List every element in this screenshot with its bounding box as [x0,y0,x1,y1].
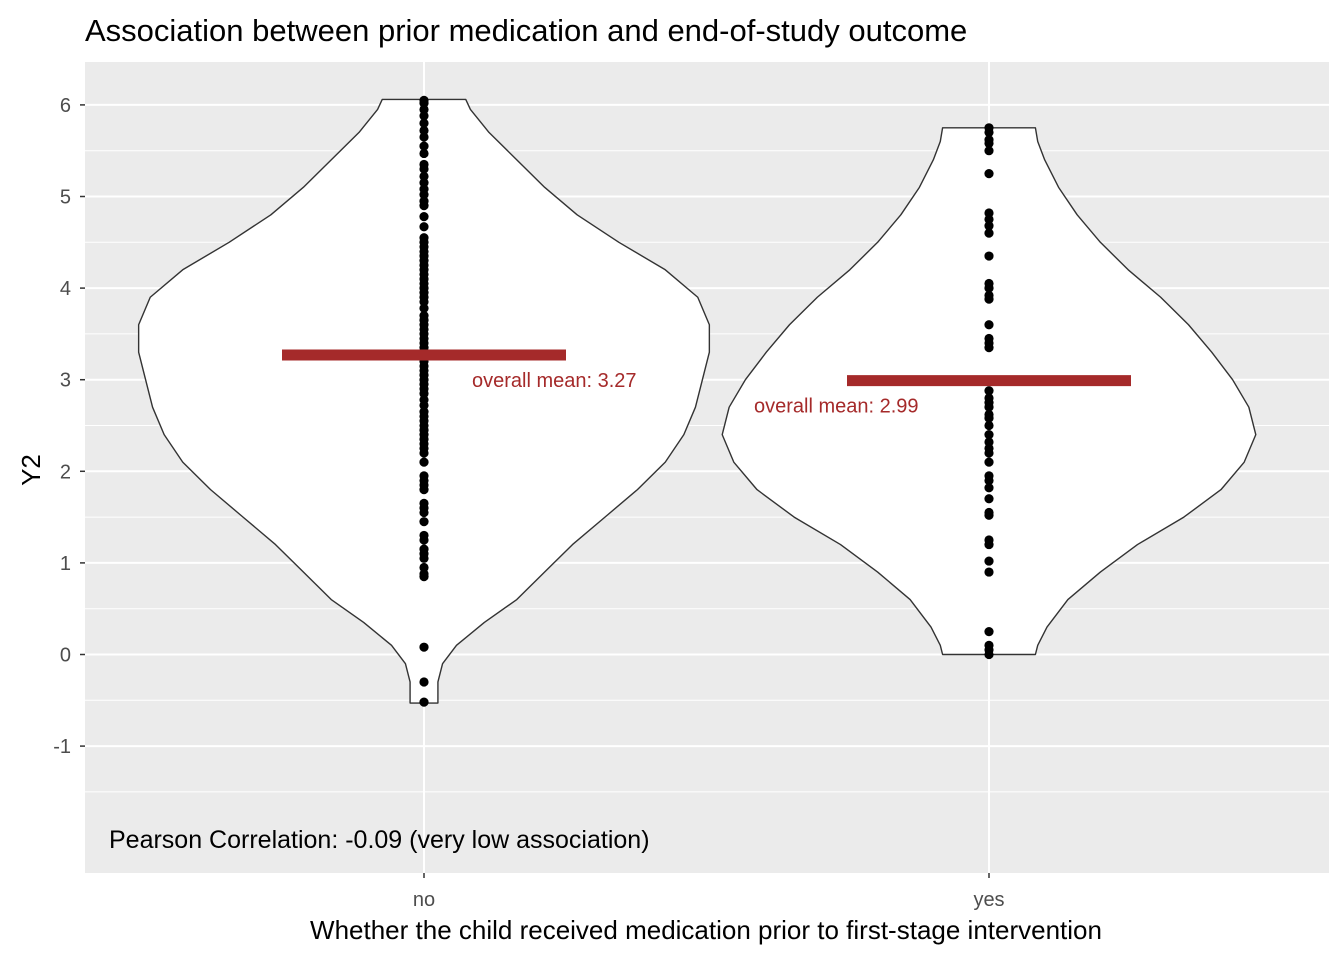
data-point-yes [984,649,994,660]
chart-title: Association between prior medication and… [85,13,967,48]
data-point-no [419,642,429,652]
data-point-yes [984,448,994,458]
data-point-yes [984,437,994,447]
data-point-no [419,190,429,200]
y-tick-label: 5 [60,187,71,209]
data-point-yes [984,475,994,486]
mean-label-yes: overall mean: 2.99 [754,396,919,418]
y-tick-label: 0 [60,645,71,667]
data-point-no [419,457,429,467]
data-point-yes [984,430,994,440]
data-point-no [419,388,429,399]
data-point-yes [984,627,994,637]
data-point-no [419,485,429,495]
data-point-yes [984,294,994,304]
data-point-no [419,297,429,307]
data-point-no [419,400,429,410]
mean-bars: overall mean: 3.27 overall mean: 2.99 [282,349,1131,418]
data-point-no [419,212,429,222]
y-tick-label: 3 [60,370,71,392]
y-axis: -1 0 1 2 3 4 5 6 [53,95,85,758]
correlation-annotation: Pearson Correlation: -0.09 (very low ass… [109,826,650,854]
data-point-no [419,125,429,136]
data-point-no [419,132,429,142]
data-point-yes [984,127,994,137]
data-point-yes [984,146,994,156]
data-point-yes [984,208,994,218]
data-point-no [419,164,429,174]
data-point-no [419,303,429,313]
data-point-no [419,562,429,573]
data-point-no [419,178,429,188]
data-point-no [419,448,429,458]
x-axis: no yes [413,873,1005,911]
data-point-yes [984,494,994,504]
data-point-yes [984,283,994,293]
data-point-yes [984,539,994,550]
data-point-yes [984,420,994,431]
data-point-no [419,222,429,232]
data-points [419,95,994,707]
mean-label-no: overall mean: 3.27 [472,370,637,392]
data-point-yes [984,343,994,353]
data-point-yes [984,320,994,330]
data-point-no [419,517,429,527]
data-point-no [419,111,429,121]
data-point-no [419,572,429,582]
data-point-yes [984,228,994,238]
data-point-yes [984,402,994,412]
data-point-no [419,553,429,563]
data-point-no [419,697,429,707]
data-point-yes [984,386,994,396]
data-point-no [419,104,429,115]
data-point-no [419,118,429,128]
y-tick-label: 1 [60,553,71,575]
data-point-no [419,171,429,181]
data-point-yes [984,138,994,148]
data-point-yes [984,483,994,493]
y-axis-title: Y2 [16,454,46,486]
data-point-yes [984,221,994,231]
data-point-yes [984,556,994,566]
data-point-no [419,535,429,545]
data-point-yes [984,510,994,520]
y-tick-label: 4 [60,278,71,300]
x-tick-label-no: no [413,889,435,911]
x-tick-label-yes: yes [973,889,1004,911]
y-tick-label: 2 [60,461,71,483]
data-point-yes [984,457,994,467]
x-axis-title: Whether the child received medication pr… [310,915,1102,945]
data-point-no [419,98,429,108]
data-point-yes [984,214,994,224]
y-tick-label: 6 [60,95,71,117]
data-point-yes [984,169,994,179]
data-point-no [419,141,429,151]
data-point-no [419,677,429,687]
data-point-no [419,507,429,518]
data-point-yes [984,567,994,577]
data-point-no [419,148,429,159]
y-tick-label: -1 [53,736,71,758]
data-point-yes [984,413,994,423]
data-point-no [419,201,429,211]
data-point-yes [984,251,994,261]
